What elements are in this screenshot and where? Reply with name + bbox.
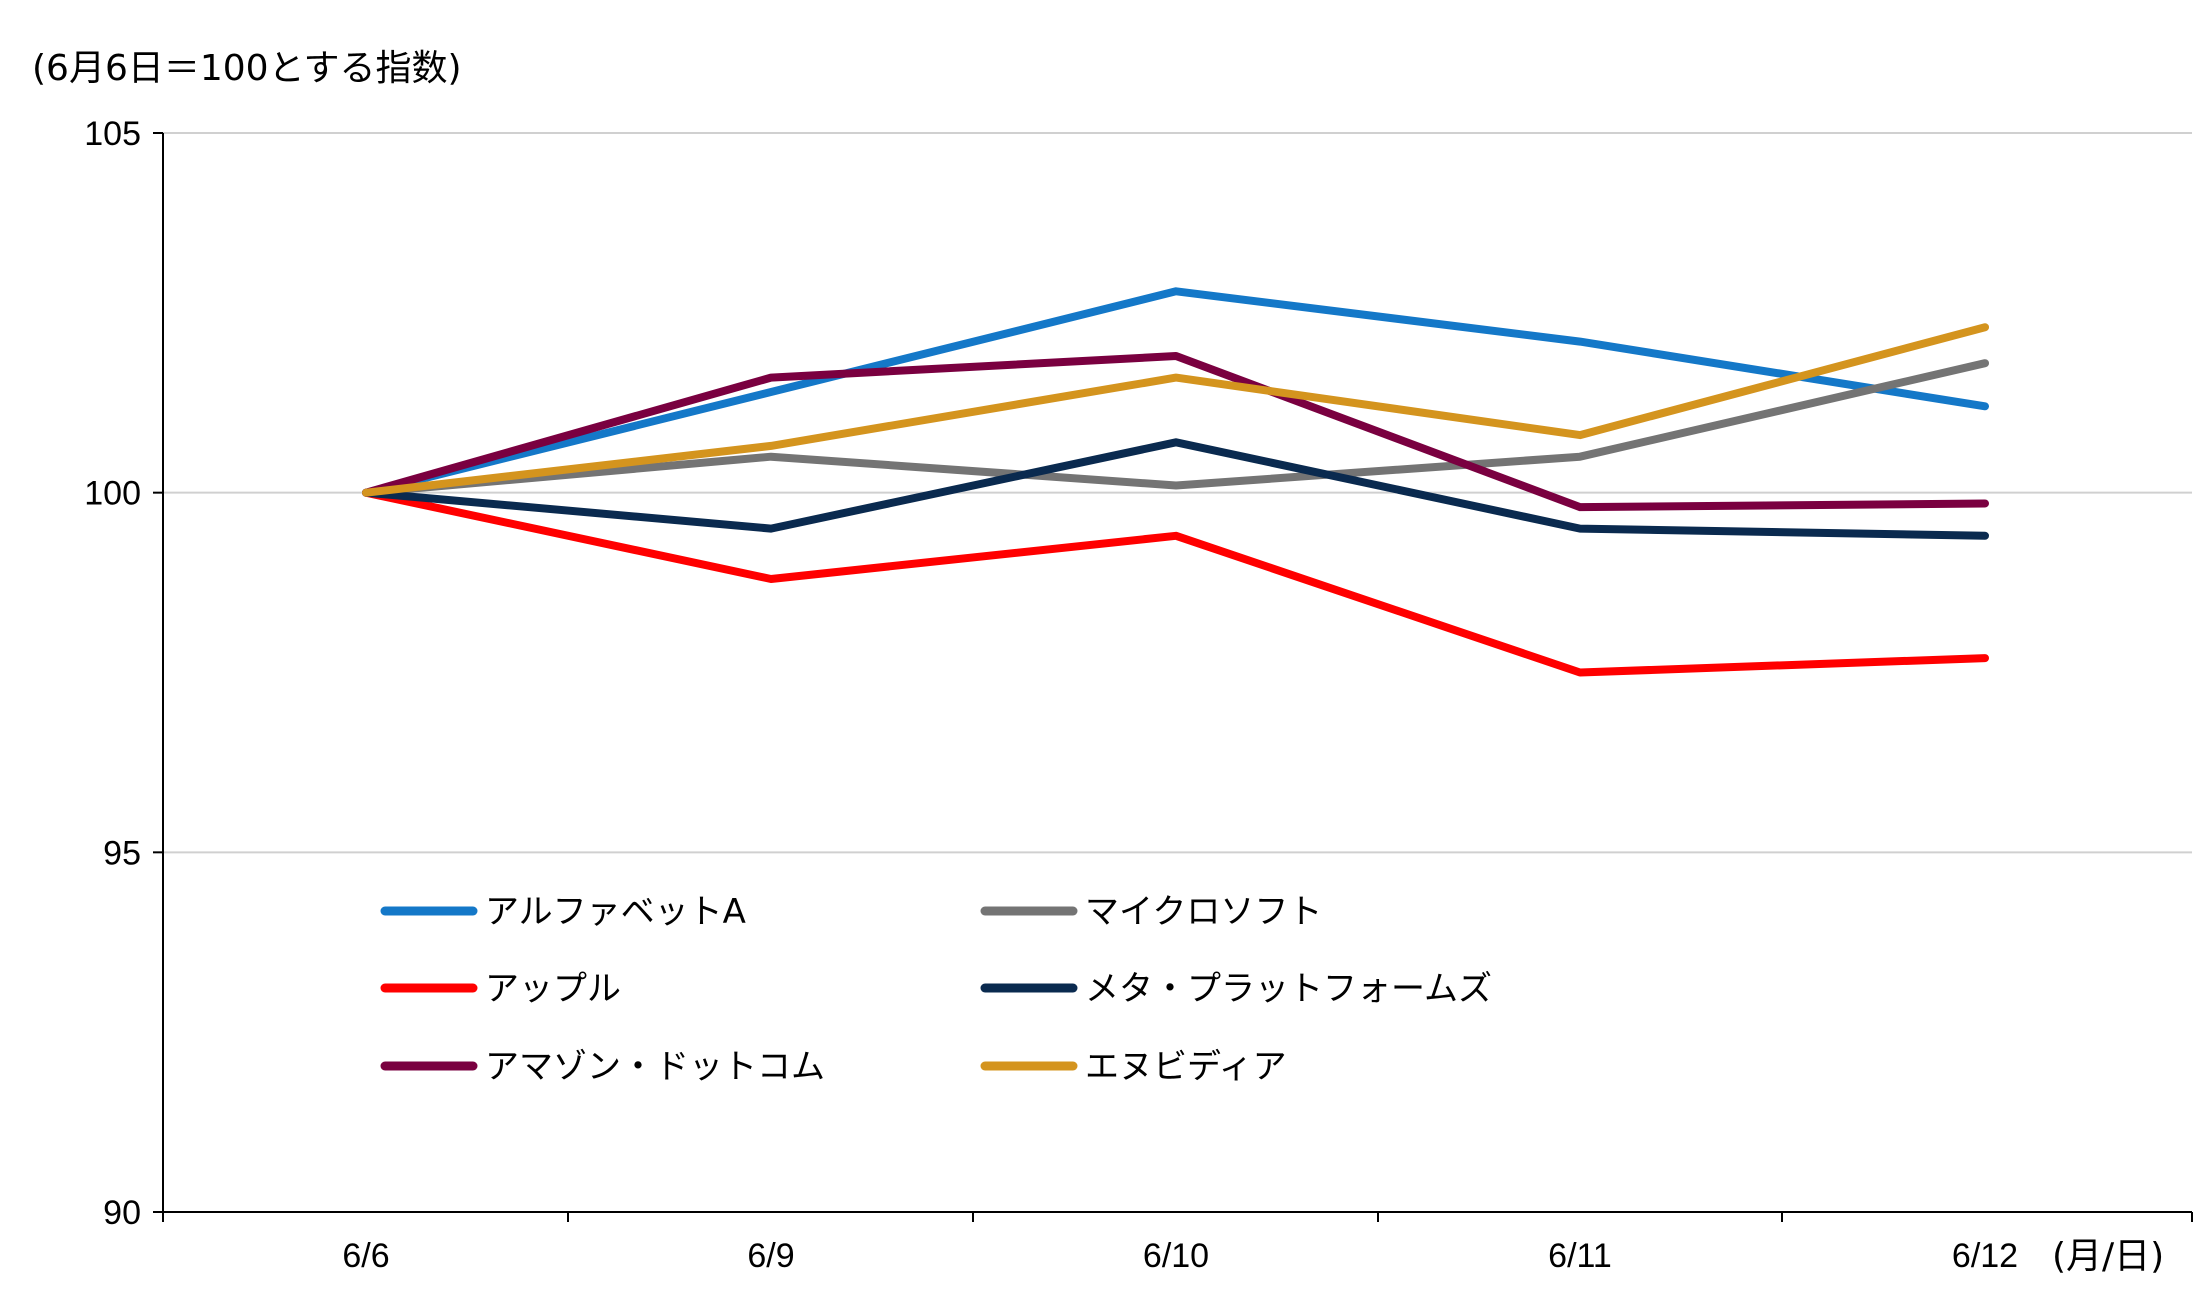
legend-label-2: アップル <box>485 969 621 1009</box>
series-lines <box>362 287 1989 677</box>
tick-labels: 90 95 100 105 6/6 6/9 6/10 6/11 6/12 <box>84 115 2018 1275</box>
series-line-2 <box>362 488 1989 677</box>
x-tick-label-4: 6/12 <box>1952 1237 2018 1275</box>
y-tick-label-0: 90 <box>103 1194 141 1232</box>
series-line-5 <box>362 323 1989 497</box>
x-tick-label-3: 6/11 <box>1548 1237 1612 1275</box>
series-line-3 <box>362 438 1989 540</box>
x-tick-label-0: 6/6 <box>342 1237 389 1275</box>
y-tick-label-3: 105 <box>84 115 141 153</box>
x-tick-label-1: 6/9 <box>747 1237 794 1275</box>
axes <box>153 132 2193 1222</box>
y-axis-label: (6月6日＝100とする指数) <box>32 48 462 89</box>
legend-label-3: メタ・プラットフォームズ <box>1085 969 1492 1009</box>
legend-label-4: アマゾン・ドットコム <box>485 1047 825 1087</box>
gridlines <box>163 132 2192 854</box>
legend-label-0: アルファベットA <box>485 892 746 932</box>
x-tick-label-2: 6/10 <box>1143 1237 1209 1275</box>
series-line-1 <box>362 359 1989 497</box>
series-line-0 <box>362 287 1989 497</box>
y-tick-label-2: 100 <box>84 475 141 513</box>
x-axis-unit-label: (月/日) <box>2052 1236 2164 1277</box>
y-tick-label-1: 95 <box>103 834 141 872</box>
series-line-4 <box>362 352 1989 512</box>
legend-label-5: エヌビディア <box>1085 1047 1287 1087</box>
legend-label-1: マイクロソフト <box>1085 892 1322 932</box>
